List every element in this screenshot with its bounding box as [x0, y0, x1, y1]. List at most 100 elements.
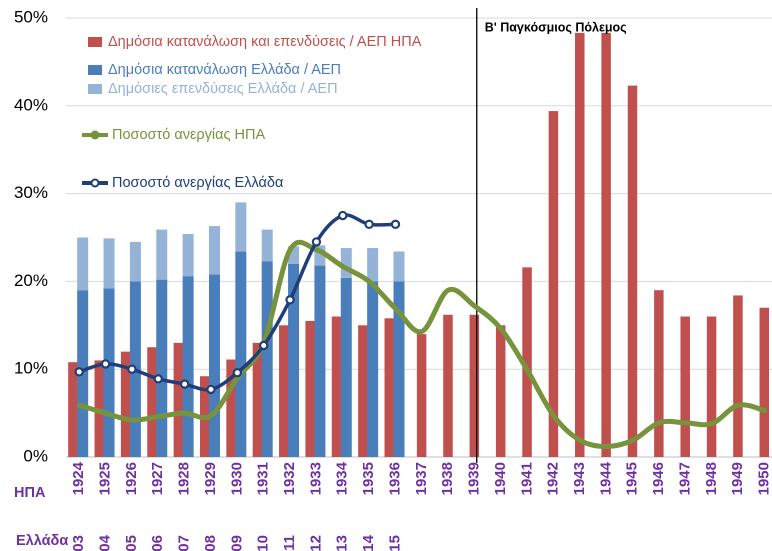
line-marker: [127, 364, 137, 374]
x-tick-label: 1935: [360, 462, 377, 495]
x-tick-label: 2014: [360, 534, 377, 551]
bar: [416, 334, 427, 457]
stacked-bar-segment: [261, 261, 273, 457]
line-marker: [153, 374, 163, 384]
stacked-bar-segment: [103, 288, 115, 457]
line-marker: [179, 379, 190, 389]
x-tick-label: 2012: [307, 535, 324, 551]
x-tick-label: 1930: [228, 462, 245, 495]
x-tick-label: 2004: [97, 534, 114, 551]
bar: [495, 325, 506, 457]
x-tick-label: 1934: [334, 461, 351, 495]
stacked-bar-segment: [288, 263, 300, 457]
stacked-bar-segment: [182, 276, 194, 457]
y-tick-label: 30%: [14, 183, 48, 202]
stacked-bar-segment: [261, 229, 273, 262]
stacked-bar-segment: [103, 238, 115, 289]
bar: [443, 314, 453, 457]
row-label: ΗΠΑ: [14, 485, 46, 501]
legend-label: Δημόσιες επενδύσεις Ελλάδα / ΑΕΠ: [108, 81, 338, 97]
x-tick-label: 1932: [281, 462, 298, 495]
stacked-bar-segment: [288, 246, 300, 264]
y-tick-label: 10%: [14, 359, 48, 378]
stacked-bar-segment: [208, 226, 220, 275]
bar: [706, 316, 717, 457]
x-tick-label: 1927: [149, 462, 166, 495]
x-tick-label: 1925: [97, 462, 114, 495]
x-tick-label: 1941: [518, 462, 535, 495]
stacked-bar-segment: [393, 251, 405, 282]
stacked-bar-segment: [393, 281, 405, 457]
x-tick-label: 1933: [307, 462, 324, 495]
line: [76, 239, 768, 449]
stacked-bar-segment: [235, 251, 247, 457]
x-tick-label: 2009: [228, 535, 245, 551]
y-tick-label: 40%: [14, 95, 48, 114]
line-marker: [206, 384, 216, 395]
bar: [680, 316, 690, 457]
bar: [305, 320, 315, 457]
legend-marker: [90, 178, 100, 188]
x-tick-label: 2010: [255, 535, 272, 551]
x-tick-label: 1943: [571, 462, 588, 495]
bar: [575, 32, 585, 458]
row-label: Ελλάδα: [16, 533, 68, 549]
line-marker: [364, 219, 374, 230]
stacked-bar-segment: [340, 248, 352, 278]
x-tick-label: 2005: [123, 535, 140, 551]
bar: [279, 325, 289, 457]
bar: [601, 32, 611, 458]
x-tick-label: 1948: [703, 462, 720, 495]
stacked-bar-segment: [208, 274, 220, 457]
legend-marker: [90, 130, 100, 140]
bar: [358, 325, 368, 457]
stacked-bar-segment: [129, 241, 141, 282]
bar: [331, 316, 342, 457]
x-tick-label: 1928: [176, 462, 193, 495]
legend-label: Δημόσια κατανάλωση Ελλάδα / ΑΕΠ: [108, 62, 341, 78]
x-tick-label: 1926: [123, 462, 140, 495]
stacked-bar-segment: [340, 277, 352, 457]
x-tick-label: 1937: [413, 462, 430, 495]
x-tick-label: 2013: [334, 535, 351, 551]
line-marker: [259, 340, 269, 351]
bar: [627, 85, 638, 457]
bar: [522, 267, 532, 457]
stacked-bar-segment: [156, 279, 168, 457]
bar: [469, 314, 480, 457]
x-tick-label: 2007: [176, 535, 193, 551]
bar: [173, 342, 184, 457]
bar: [226, 359, 236, 457]
bar: [548, 111, 559, 458]
x-tick-label: 2006: [149, 535, 166, 551]
legend-swatch: [88, 65, 102, 75]
x-tick-label: 1936: [386, 462, 403, 495]
x-tick-label: 2011: [281, 535, 298, 551]
y-tick-label: 0%: [23, 446, 48, 465]
stacked-bar-segment: [314, 245, 326, 266]
bar: [68, 362, 78, 457]
line-marker: [338, 210, 348, 221]
stacked-bar-segment: [367, 281, 379, 457]
x-tick-label: 1944: [597, 461, 614, 495]
x-tick-label: 2008: [202, 535, 219, 551]
x-tick-label: 2003: [70, 535, 87, 551]
x-tick-label: 1945: [624, 462, 641, 495]
line-marker: [74, 367, 84, 377]
legend-swatch: [88, 84, 102, 94]
bar: [759, 307, 770, 457]
x-tick-label: 1924: [70, 461, 87, 495]
stacked-bar-segment: [235, 202, 247, 252]
x-tick-label: 1929: [202, 462, 219, 495]
bar: [733, 295, 743, 457]
x-tick-label: 1946: [650, 462, 667, 495]
legend-label: Δημόσια κατανάλωση και επενδύσεις / ΑΕΠ …: [108, 34, 422, 50]
legend-swatch: [88, 37, 102, 47]
legend-label: Ποσοστό ανεργίας Ελλάδα: [112, 175, 283, 191]
line-marker: [311, 237, 322, 247]
x-tick-label: 1940: [492, 462, 509, 495]
x-tick-label: 1939: [466, 462, 483, 495]
stacked-bar-segment: [156, 229, 168, 280]
